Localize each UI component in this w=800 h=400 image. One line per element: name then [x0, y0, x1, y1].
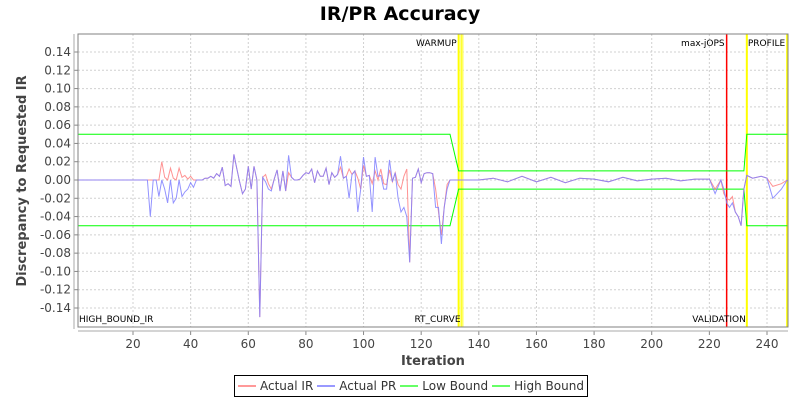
y-tick-label: 0.08 — [44, 100, 71, 114]
chart-title: IR/PR Accuracy — [319, 3, 481, 25]
marker-label: PROFILE — [748, 39, 786, 49]
marker-label: RT_CURVE — [414, 315, 460, 325]
y-tick-label: -0.14 — [40, 301, 71, 315]
y-tick-label: 0.00 — [44, 173, 71, 187]
y-tick-label: -0.06 — [40, 228, 71, 242]
data-series — [78, 133, 788, 318]
axes: 0.14 0.12 0.10 0.08 0.06 0.04 0.02 0.00 -0.02 -0.… — [40, 33, 789, 351]
x-tick-label: 200 — [640, 337, 663, 351]
x-tick-label: 120 — [410, 337, 433, 351]
legend-swatch-low-bound — [400, 385, 419, 387]
y-tick-label: 0.06 — [44, 118, 71, 132]
legend-swatch-high-bound — [492, 385, 511, 387]
x-tick-label: 40 — [183, 337, 198, 351]
y-tick-label: -0.10 — [40, 264, 71, 278]
legend-label: Low Bound — [422, 379, 489, 393]
x-axis-label: Iteration — [401, 354, 465, 369]
legend-swatch-actual-pr — [317, 385, 336, 387]
series-line — [78, 154, 788, 318]
y-axis-label: Discrepancy to Requested IR — [15, 75, 30, 286]
legend-item-actual-pr: Actual PR — [317, 379, 396, 393]
x-tick-label: 60 — [241, 337, 256, 351]
x-tick-label: 180 — [583, 337, 606, 351]
y-tick-label: -0.08 — [40, 246, 71, 260]
marker-label: VALIDATION — [692, 315, 746, 325]
x-tick-label: 20 — [125, 337, 140, 351]
legend-label: Actual IR — [260, 379, 314, 393]
x-tick-label: 240 — [756, 337, 779, 351]
legend-label: Actual PR — [339, 379, 397, 393]
y-tick-label: 0.14 — [44, 45, 71, 59]
legend-swatch-actual-ir — [238, 385, 256, 387]
y-tick-label: 0.10 — [44, 82, 71, 96]
marker-label: WARMUP — [416, 39, 457, 49]
y-tick-label: -0.12 — [40, 283, 71, 297]
legend-item-actual-ir: Actual IR — [238, 379, 313, 393]
legend-item-low-bound: Low Bound — [400, 379, 488, 393]
marker-label: max-jOPS — [681, 39, 725, 49]
legend: Actual IR Actual PR Low Bound High Bound — [234, 375, 588, 397]
y-tick-label: -0.02 — [40, 191, 71, 205]
x-tick-label: 140 — [467, 337, 490, 351]
y-tick-label: 0.04 — [44, 136, 71, 150]
marker-label: HIGH_BOUND_IR — [79, 315, 153, 325]
x-tick-label: 220 — [698, 337, 721, 351]
series-line — [78, 133, 788, 172]
x-tick-label: 160 — [525, 337, 548, 351]
y-tick-label: -0.04 — [40, 210, 71, 224]
y-tick-label: 0.02 — [44, 155, 71, 169]
x-tick-label: 100 — [352, 337, 375, 351]
x-tick-label: 80 — [298, 337, 313, 351]
y-tick-label: 0.12 — [44, 63, 71, 77]
legend-item-high-bound: High Bound — [492, 379, 584, 393]
series-line — [78, 188, 788, 227]
legend-label: High Bound — [514, 379, 584, 393]
